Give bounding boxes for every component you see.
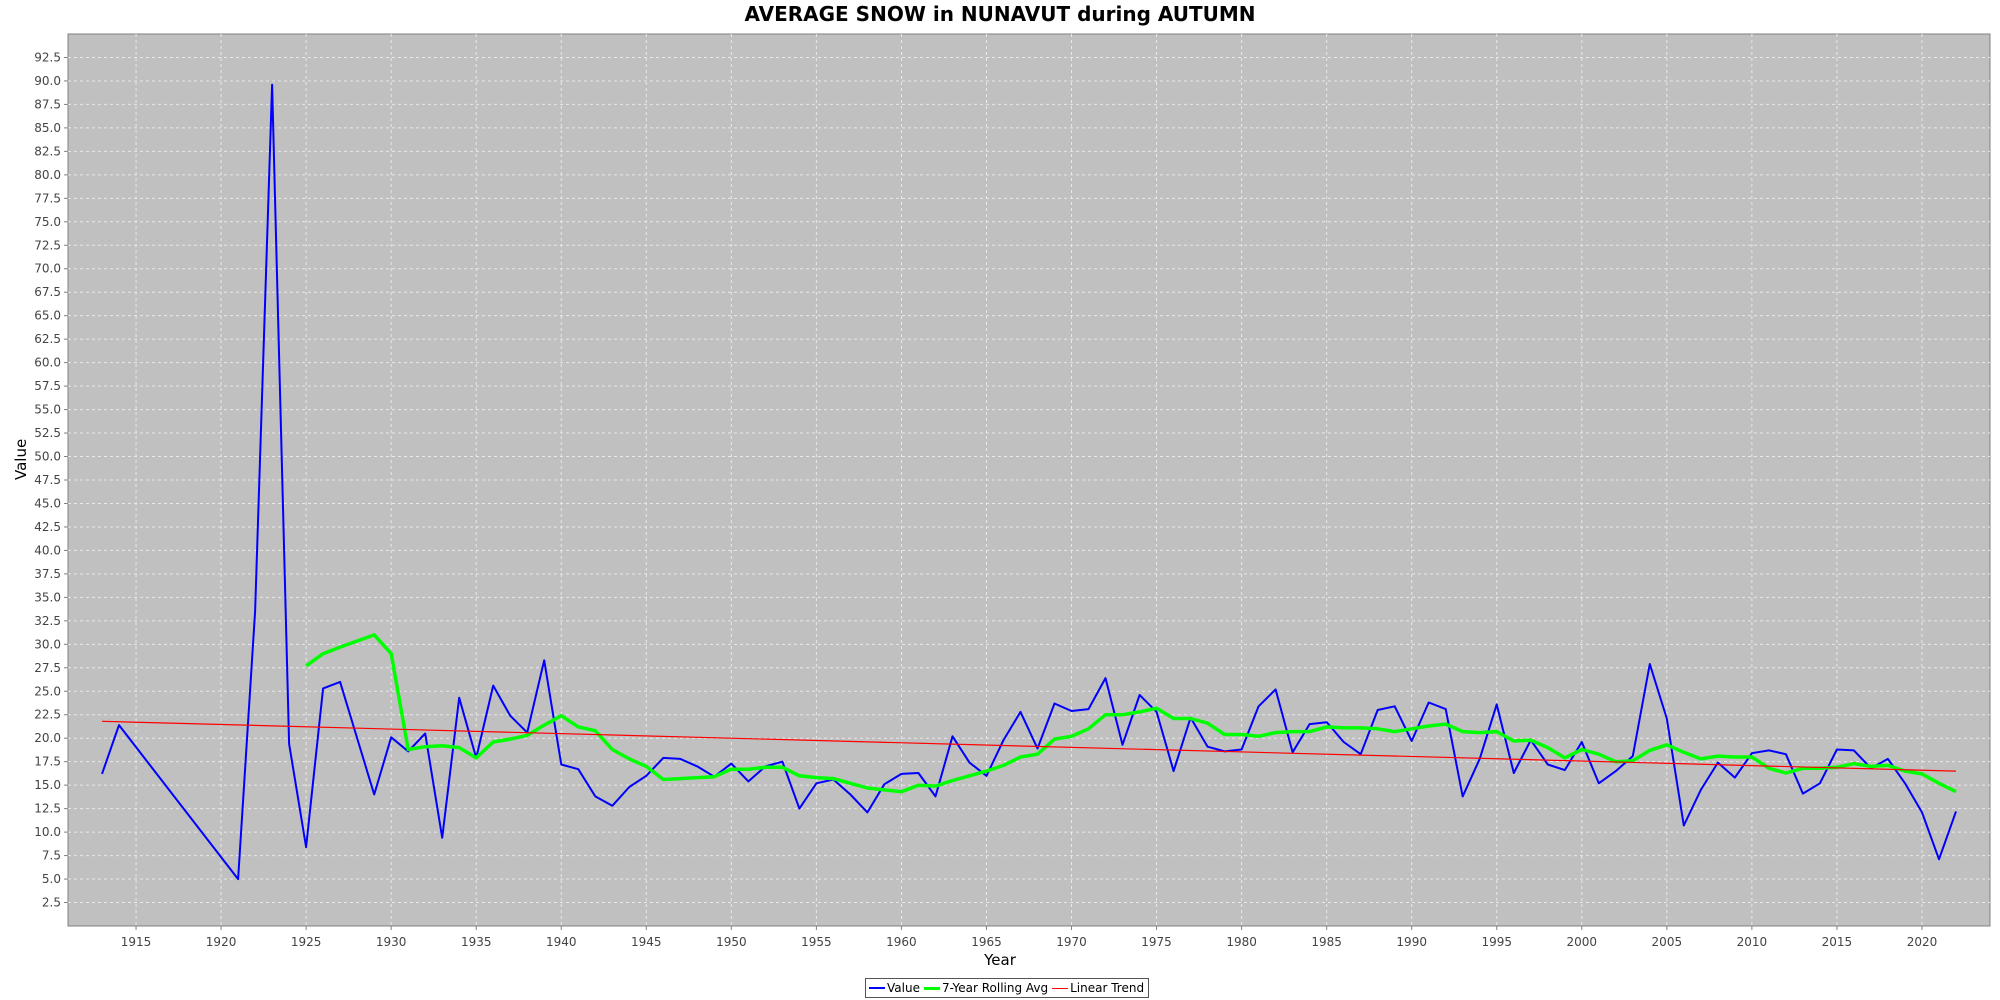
y-tick-label: 52.5	[34, 426, 61, 440]
legend-swatch-rolling-avg	[923, 986, 940, 990]
x-tick-label: 1975	[1141, 935, 1172, 949]
y-tick-label: 30.0	[34, 637, 61, 651]
axes: 2.5 5.0 7.5 10.0 12.5 15.0 17.5 20.0 22.5 25.0 27.…	[34, 50, 1937, 949]
y-tick-label: 22.5	[34, 708, 61, 722]
legend: Value 7-Year Rolling Avg Linear Trend	[865, 978, 1150, 998]
chart-title: AVERAGE SNOW in NUNAVUT during AUTUMN	[744, 2, 1256, 26]
y-tick-label: 20.0	[34, 731, 61, 745]
legend-swatch-value	[869, 987, 885, 989]
x-tick-label: 1930	[376, 935, 407, 949]
y-tick-label: 27.5	[34, 661, 61, 675]
legend-label-rolling-avg: 7-Year Rolling Avg	[941, 981, 1049, 995]
y-tick-label: 37.5	[34, 567, 61, 581]
y-tick-label: 60.0	[34, 356, 61, 370]
x-tick-label: 2010	[1737, 935, 1768, 949]
y-tick-label: 72.5	[34, 238, 61, 252]
x-tick-label: 1920	[206, 935, 237, 949]
y-tick-label: 25.0	[34, 684, 61, 698]
y-tick-label: 10.0	[34, 825, 61, 839]
y-tick-label: 57.5	[34, 379, 61, 393]
y-tick-label: 12.5	[34, 802, 61, 816]
y-tick-label: 32.5	[34, 614, 61, 628]
x-tick-label: 1940	[546, 935, 577, 949]
legend-swatch-linear-trend	[1052, 987, 1069, 989]
y-axis-label: Value	[12, 438, 30, 480]
series-value-line	[101, 83, 1957, 881]
y-tick-label: 35.0	[34, 590, 61, 604]
gridlines	[68, 34, 1990, 926]
x-tick-label: 1970	[1056, 935, 1087, 949]
series-rolling-avg-line	[305, 633, 1957, 794]
x-tick-label: 2015	[1822, 935, 1853, 949]
y-tick-label: 65.0	[34, 309, 61, 323]
y-tick-label: 85.0	[34, 121, 61, 135]
y-tick-label: 82.5	[34, 144, 61, 158]
legend-label-linear-trend: Linear Trend	[1070, 981, 1145, 995]
y-tick-label: 90.0	[34, 74, 61, 88]
x-tick-label: 1950	[716, 935, 747, 949]
series-linear-trend-line	[101, 720, 1957, 772]
x-tick-label: 1985	[1311, 935, 1342, 949]
y-tick-label: 80.0	[34, 168, 61, 182]
legend-label-value: Value	[887, 981, 920, 995]
y-tick-label: 75.0	[34, 215, 61, 229]
y-tick-label: 67.5	[34, 285, 61, 299]
x-axis-label: Year	[984, 951, 1016, 969]
x-tick-label: 1990	[1396, 935, 1427, 949]
y-tick-label: 77.5	[34, 191, 61, 205]
y-tick-label: 42.5	[34, 520, 61, 534]
legend-item-linear-trend: Linear Trend	[1052, 981, 1144, 995]
x-tick-label: 1925	[291, 935, 322, 949]
y-tick-label: 40.0	[34, 543, 61, 557]
x-tick-label: 2005	[1652, 935, 1683, 949]
y-tick-label: 50.0	[34, 450, 61, 464]
x-tick-label: 1955	[801, 935, 832, 949]
y-tick-label: 5.0	[42, 872, 61, 886]
y-tick-label: 45.0	[34, 496, 61, 510]
legend-item-value: Value	[869, 981, 920, 995]
y-tick-label: 2.5	[42, 896, 61, 910]
legend-item-rolling-avg: 7-Year Rolling Avg	[923, 981, 1049, 995]
x-tick-label: 1965	[971, 935, 1002, 949]
y-tick-label: 92.5	[34, 50, 61, 64]
x-tick-label: 1960	[886, 935, 917, 949]
y-tick-label: 87.5	[34, 97, 61, 111]
y-tick-label: 7.5	[42, 849, 61, 863]
x-tick-label: 2000	[1567, 935, 1598, 949]
y-tick-label: 47.5	[34, 473, 61, 487]
y-tick-label: 62.5	[34, 332, 61, 346]
x-tick-label: 2020	[1907, 935, 1938, 949]
y-tick-label: 17.5	[34, 755, 61, 769]
x-tick-label: 1980	[1226, 935, 1257, 949]
x-tick-label: 1945	[631, 935, 662, 949]
x-tick-label: 1915	[121, 935, 152, 949]
y-tick-label: 15.0	[34, 778, 61, 792]
y-tick-label: 70.0	[34, 262, 61, 276]
x-tick-label: 1935	[461, 935, 492, 949]
x-tick-label: 1995	[1481, 935, 1512, 949]
series-lines	[101, 83, 1957, 881]
y-tick-label: 55.0	[34, 403, 61, 417]
